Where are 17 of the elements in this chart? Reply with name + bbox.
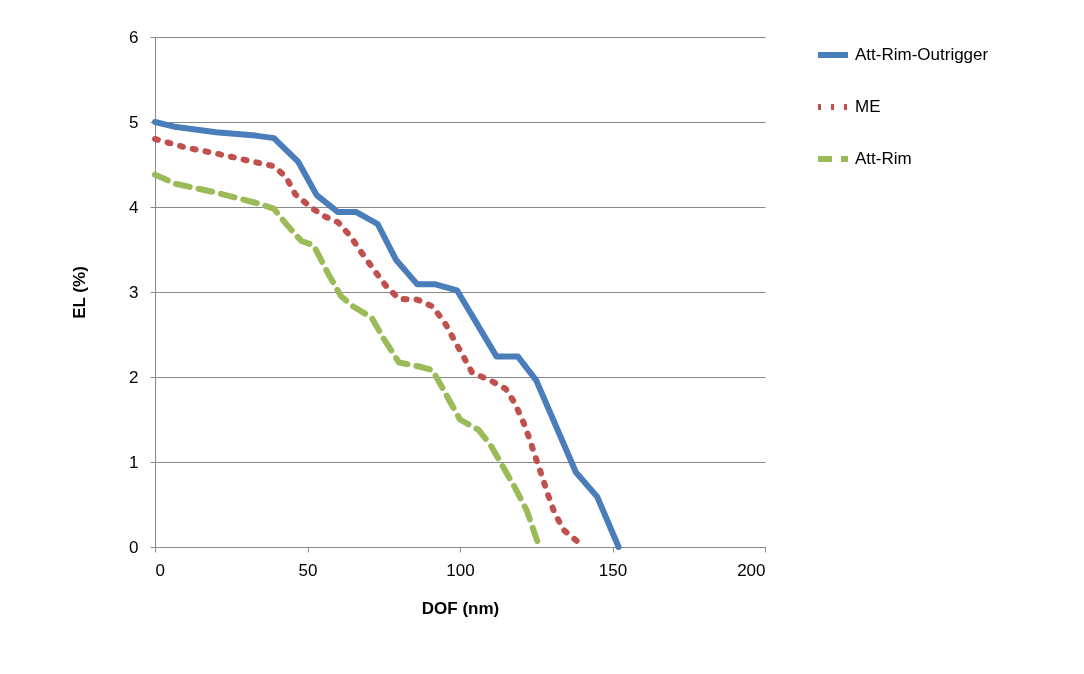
legend-label: ME xyxy=(855,97,881,116)
y-tick-label: 5 xyxy=(129,112,139,132)
y-tick-label: 3 xyxy=(129,282,139,302)
x-tick-label: 150 xyxy=(598,560,628,580)
y-axis-title: EL (%) xyxy=(70,266,90,319)
x-tick-label: 100 xyxy=(446,560,475,580)
x-tick-label: 50 xyxy=(298,560,318,580)
legend-label: Att-Rim xyxy=(855,149,912,168)
x-tick-label: 0 xyxy=(155,560,165,580)
y-tick-label: 0 xyxy=(129,537,139,557)
x-axis-title: DOF (nm) xyxy=(421,598,500,618)
x-tick-label: 200 xyxy=(737,560,766,580)
y-tick-label: 2 xyxy=(129,367,139,387)
y-tick-label: 1 xyxy=(129,452,139,472)
y-tick-label: 4 xyxy=(129,197,139,217)
legend-label: Att-Rim-Outrigger xyxy=(855,45,989,64)
y-tick-label: 6 xyxy=(129,27,139,47)
